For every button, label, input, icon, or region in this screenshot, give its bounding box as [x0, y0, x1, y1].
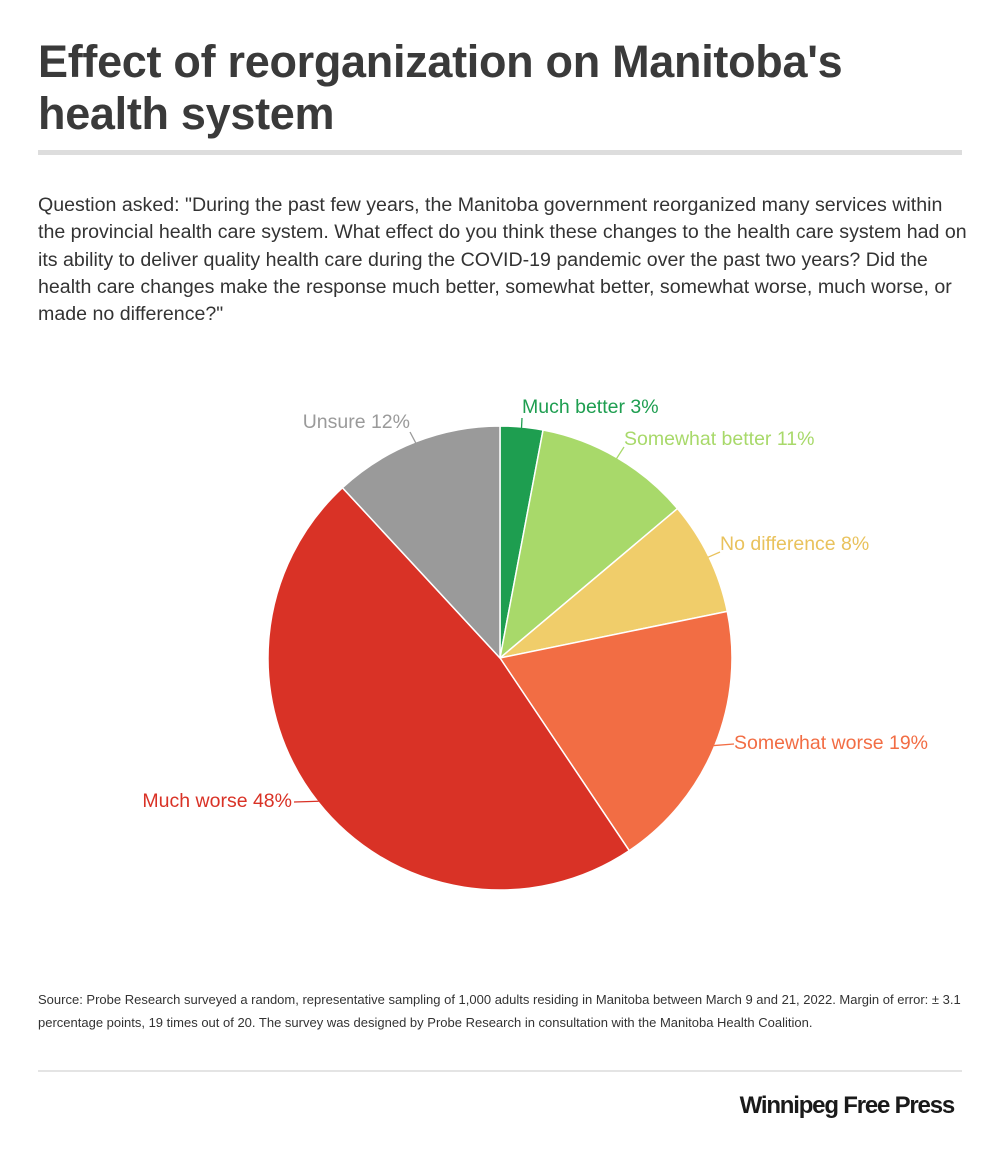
leader-line-no-difference	[707, 551, 721, 558]
slice-label-much-better: Much better 3%	[522, 396, 659, 418]
chart-title: Effect of reorganization on Manitoba's h…	[38, 36, 843, 139]
footer-divider	[38, 1070, 962, 1072]
source-note: Source: Probe Research surveyed a random…	[38, 992, 961, 1030]
title-divider	[38, 150, 962, 155]
leader-line-somewhat-better	[615, 446, 625, 459]
pie-chart: Much better 3% Somewhat better 11% No diff…	[142, 396, 928, 891]
survey-question: Question asked: "During the past few yea…	[38, 194, 967, 326]
slice-label-unsure: Unsure 12%	[303, 411, 410, 433]
slice-label-no-difference: No difference 8%	[720, 533, 869, 555]
slice-label-much-worse: Much worse 48%	[142, 790, 292, 812]
publisher-logo: Winnipeg Free Press	[739, 1092, 956, 1119]
slice-label-somewhat-worse: Somewhat worse 19%	[734, 732, 928, 754]
leader-line-much-worse	[293, 800, 319, 803]
leader-line-somewhat-worse	[713, 743, 735, 747]
leader-line-unsure	[409, 431, 417, 444]
slice-label-somewhat-better: Somewhat better 11%	[624, 428, 814, 450]
